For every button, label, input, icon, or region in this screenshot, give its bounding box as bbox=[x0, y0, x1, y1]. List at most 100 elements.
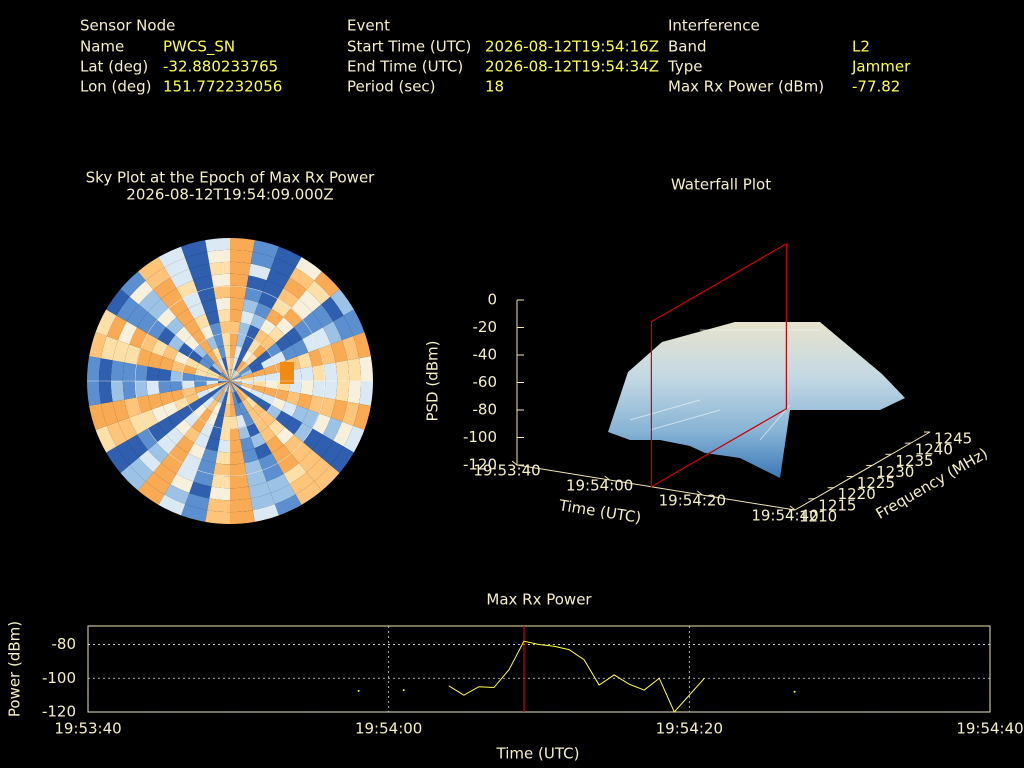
sky-cell bbox=[271, 351, 286, 365]
sky-cell bbox=[151, 339, 169, 357]
sky-cell bbox=[250, 363, 264, 373]
sky-cell bbox=[230, 249, 253, 264]
section-title: Interference bbox=[668, 17, 760, 35]
sky-cell bbox=[359, 381, 373, 406]
sky-cell bbox=[168, 335, 185, 352]
sky-cell bbox=[270, 484, 296, 505]
sky-cell bbox=[330, 399, 348, 422]
sky-cell bbox=[230, 261, 251, 276]
sky-cell bbox=[193, 403, 208, 418]
sky-cell bbox=[343, 309, 365, 337]
sky-cell bbox=[223, 404, 230, 417]
sky-cell bbox=[224, 381, 230, 393]
sky-cell bbox=[193, 275, 214, 292]
sky-cell bbox=[95, 309, 117, 337]
sky-cell bbox=[199, 358, 212, 370]
time-tick-label: 19:54:00 bbox=[566, 477, 633, 495]
sky-cell bbox=[271, 397, 286, 411]
sky-cell bbox=[241, 383, 254, 390]
sky-cell bbox=[200, 325, 214, 340]
header: Sensor Node Name PWCS_SN Lat (deg) -32.88023… bbox=[80, 17, 911, 96]
sky-cell bbox=[266, 473, 290, 493]
sky-cell bbox=[288, 381, 302, 394]
sky-cell bbox=[238, 425, 251, 440]
sky-cell bbox=[183, 364, 197, 375]
freq-tick-label: 1240 bbox=[915, 441, 953, 459]
z-tick-label: -60 bbox=[473, 373, 498, 391]
sky-cell bbox=[353, 332, 371, 359]
sky-cell bbox=[308, 395, 324, 414]
sky-cell bbox=[284, 327, 303, 346]
sky-cell bbox=[194, 432, 210, 449]
field-value: 2026-08-12T19:54:34Z bbox=[485, 58, 659, 76]
sky-cell bbox=[312, 327, 331, 349]
sky-cell bbox=[257, 398, 272, 412]
sky-cell bbox=[137, 428, 157, 450]
sky-cell bbox=[95, 425, 117, 453]
time-axis-label: Time (UTC) bbox=[557, 496, 643, 527]
sky-cell bbox=[274, 389, 289, 402]
sky-cell bbox=[159, 356, 175, 371]
x-tick-label: 19:53:40 bbox=[54, 720, 121, 738]
sky-cell bbox=[230, 463, 247, 477]
sky-cell bbox=[321, 440, 344, 466]
sky-cell bbox=[120, 465, 146, 491]
sky-cell bbox=[271, 444, 292, 464]
sky-cell bbox=[230, 376, 242, 381]
sky-cell bbox=[178, 342, 194, 358]
sky-cell bbox=[193, 470, 214, 487]
x-tick-label: 19:54:20 bbox=[656, 720, 723, 738]
sky-cell bbox=[303, 312, 323, 334]
sky-cell bbox=[214, 390, 225, 402]
sky-cell bbox=[170, 381, 184, 392]
sky-cell bbox=[124, 344, 141, 365]
sky-cell bbox=[312, 413, 331, 435]
sky-cell bbox=[275, 426, 294, 445]
sky-cell bbox=[184, 319, 201, 336]
sky-cell bbox=[277, 454, 299, 474]
field-label: Max Rx Power (dBm) bbox=[668, 78, 824, 96]
y-tick-label: -100 bbox=[42, 669, 76, 687]
sky-cell bbox=[194, 385, 208, 394]
sky-cell bbox=[138, 481, 165, 505]
sky-cell bbox=[298, 449, 322, 473]
sky-cell bbox=[158, 368, 172, 381]
sky-hotspot bbox=[280, 362, 294, 384]
sky-cell bbox=[283, 434, 304, 455]
sky-cell bbox=[185, 357, 200, 369]
sky-cell bbox=[277, 288, 299, 308]
sky-cell bbox=[147, 442, 169, 464]
sky-cell bbox=[297, 393, 313, 410]
sky-cell bbox=[184, 426, 201, 443]
sky-cell bbox=[259, 319, 276, 336]
sky-cell bbox=[194, 374, 207, 381]
sky-cell bbox=[185, 251, 210, 270]
freq-axis bbox=[794, 431, 931, 511]
sky-cell bbox=[206, 383, 219, 390]
sky-cell bbox=[218, 391, 226, 404]
sky-cell bbox=[136, 348, 152, 367]
sky-cell bbox=[170, 473, 194, 493]
sky-cell bbox=[140, 409, 158, 429]
sky-cell bbox=[211, 388, 223, 400]
sky-cell bbox=[168, 444, 189, 464]
sky-cell bbox=[217, 403, 226, 417]
sky-cell bbox=[237, 388, 249, 400]
sky-cell bbox=[291, 298, 313, 320]
sky-cell bbox=[281, 401, 298, 417]
sky-cell bbox=[230, 381, 235, 393]
sky-cell bbox=[129, 327, 148, 349]
sky-cell bbox=[244, 459, 263, 475]
sky-cell bbox=[254, 302, 272, 320]
sky-cell bbox=[124, 397, 141, 418]
sky-cell bbox=[159, 391, 175, 406]
sky-cell bbox=[281, 345, 298, 361]
sky-cell bbox=[230, 498, 253, 513]
sky-cell bbox=[252, 368, 266, 377]
sky-cell bbox=[134, 381, 148, 398]
sky-cell bbox=[182, 381, 195, 390]
sky-cell bbox=[230, 474, 249, 489]
sky-cell bbox=[295, 257, 322, 281]
sky-cell bbox=[289, 472, 315, 495]
